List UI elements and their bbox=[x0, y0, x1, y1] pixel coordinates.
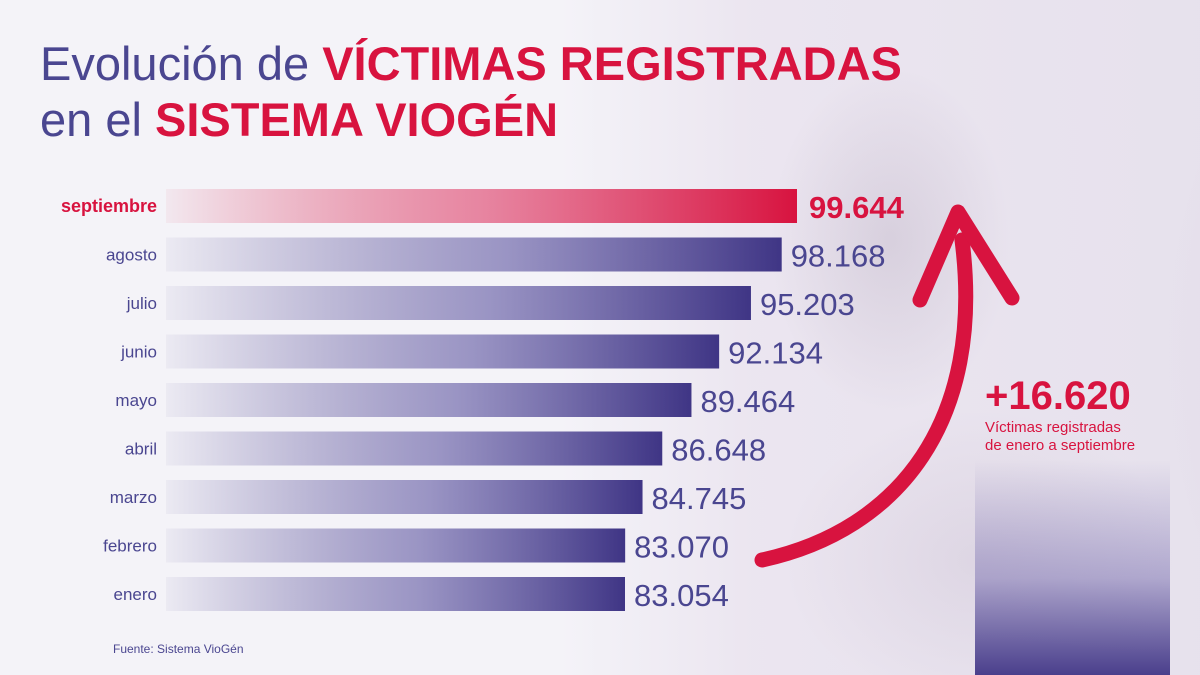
category-label-julio: julio bbox=[126, 294, 157, 313]
bar-agosto bbox=[166, 237, 782, 272]
growth-arrow-icon bbox=[754, 232, 974, 568]
bar-marzo bbox=[166, 480, 643, 514]
bars-group: septiembre 99.644 agosto 98.168 julio 95.203 j… bbox=[61, 189, 905, 613]
page-title: Evolución de VÍCTIMAS REGISTRADAS en el … bbox=[40, 36, 1000, 148]
title-text-1: Evolución de bbox=[40, 37, 323, 90]
title-highlight-2: SISTEMA VIOGÉN bbox=[154, 93, 559, 146]
category-label-marzo: marzo bbox=[110, 488, 157, 507]
summary-line-2: de enero a septiembre bbox=[985, 437, 1136, 454]
value-label-junio: 92.134 bbox=[728, 336, 823, 371]
bar-mayo bbox=[166, 383, 692, 417]
title-highlight-1: VÍCTIMAS REGISTRADAS bbox=[322, 37, 902, 90]
title-line-2: en el SISTEMA VIOGÉN bbox=[40, 92, 1000, 148]
value-label-abril: 86.648 bbox=[671, 433, 766, 468]
value-label-julio: 95.203 bbox=[760, 287, 855, 322]
summary-line-1: Víctimas registradas bbox=[985, 419, 1121, 436]
category-label-agosto: agosto bbox=[106, 246, 157, 265]
value-label-marzo: 84.745 bbox=[652, 481, 747, 516]
bar-abril bbox=[166, 431, 663, 466]
bar-junio bbox=[166, 334, 720, 369]
value-label-agosto: 98.168 bbox=[791, 239, 886, 274]
title-line-1: Evolución de VÍCTIMAS REGISTRADAS bbox=[40, 36, 1000, 92]
bar-septiembre bbox=[166, 189, 797, 223]
summary-value: +16.620 bbox=[985, 374, 1131, 418]
bar-febrero bbox=[166, 528, 626, 563]
category-label-abril: abril bbox=[125, 440, 157, 459]
category-label-enero: enero bbox=[114, 585, 157, 604]
title-text-2: en el bbox=[40, 93, 155, 146]
bar-julio bbox=[166, 286, 751, 320]
gradient-panel bbox=[975, 460, 1170, 675]
value-label-febrero: 83.070 bbox=[634, 530, 729, 565]
value-label-mayo: 89.464 bbox=[700, 384, 795, 419]
category-label-septiembre: septiembre bbox=[61, 196, 157, 216]
growth-arrowhead-icon bbox=[912, 204, 1020, 308]
bar-enero bbox=[166, 577, 625, 611]
value-label-septiembre: 99.644 bbox=[809, 190, 905, 225]
value-label-enero: 83.054 bbox=[634, 578, 729, 613]
source-note: Fuente: Sistema VioGén bbox=[113, 642, 244, 656]
category-label-mayo: mayo bbox=[115, 391, 157, 410]
category-label-junio: junio bbox=[120, 343, 157, 362]
summary-callout: +16.620 Víctimas registradas de enero a … bbox=[985, 373, 1185, 455]
category-label-febrero: febrero bbox=[103, 537, 157, 556]
